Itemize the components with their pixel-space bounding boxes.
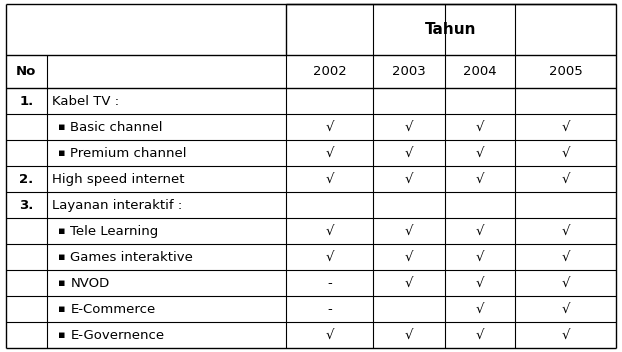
Text: √: √ [561, 303, 570, 316]
Text: √: √ [561, 147, 570, 159]
Text: √: √ [405, 329, 413, 342]
Text: √: √ [476, 251, 484, 264]
Text: √: √ [561, 329, 570, 342]
Text: Layanan interaktif :: Layanan interaktif : [52, 199, 182, 212]
Text: √: √ [405, 277, 413, 290]
Text: E-Commerce: E-Commerce [70, 303, 156, 316]
Text: 2002: 2002 [313, 65, 346, 78]
Text: ▪: ▪ [58, 278, 65, 288]
Text: √: √ [405, 147, 413, 159]
Text: √: √ [405, 225, 413, 238]
Text: Premium channel: Premium channel [70, 147, 187, 159]
Text: 2005: 2005 [549, 65, 582, 78]
Text: E-Governence: E-Governence [70, 329, 164, 342]
Text: 2004: 2004 [463, 65, 497, 78]
Text: √: √ [325, 173, 334, 186]
Text: No: No [16, 65, 37, 78]
Text: √: √ [325, 147, 334, 159]
Text: √: √ [561, 277, 570, 290]
Text: ▪: ▪ [58, 148, 65, 158]
Text: √: √ [405, 173, 413, 186]
Text: √: √ [476, 147, 484, 159]
Text: NVOD: NVOD [70, 277, 109, 290]
Text: Basic channel: Basic channel [70, 121, 163, 133]
Text: 2003: 2003 [392, 65, 426, 78]
Text: 3.: 3. [19, 199, 34, 212]
Text: √: √ [325, 251, 334, 264]
Text: ▪: ▪ [58, 226, 65, 236]
Text: √: √ [476, 277, 484, 290]
Text: Kabel TV :: Kabel TV : [52, 95, 119, 107]
Text: √: √ [325, 329, 334, 342]
Text: √: √ [561, 225, 570, 238]
Text: High speed internet: High speed internet [52, 173, 184, 186]
Text: √: √ [476, 303, 484, 316]
Text: √: √ [325, 225, 334, 238]
Text: 2.: 2. [19, 173, 34, 186]
Text: ▪: ▪ [58, 252, 65, 262]
Text: √: √ [476, 225, 484, 238]
Text: ▪: ▪ [58, 331, 65, 340]
Text: √: √ [405, 121, 413, 133]
Text: √: √ [476, 329, 484, 342]
Text: √: √ [561, 173, 570, 186]
Text: 1.: 1. [19, 95, 34, 107]
Text: √: √ [561, 121, 570, 133]
Text: √: √ [476, 173, 484, 186]
Text: Games interaktive: Games interaktive [70, 251, 193, 264]
Text: √: √ [476, 121, 484, 133]
Text: √: √ [405, 251, 413, 264]
Text: Tahun: Tahun [425, 21, 476, 37]
Text: ▪: ▪ [58, 304, 65, 314]
Text: √: √ [561, 251, 570, 264]
Text: √: √ [325, 121, 334, 133]
Text: ▪: ▪ [58, 122, 65, 132]
Text: -: - [327, 277, 332, 290]
Text: Tele Learning: Tele Learning [70, 225, 159, 238]
Text: -: - [327, 303, 332, 316]
